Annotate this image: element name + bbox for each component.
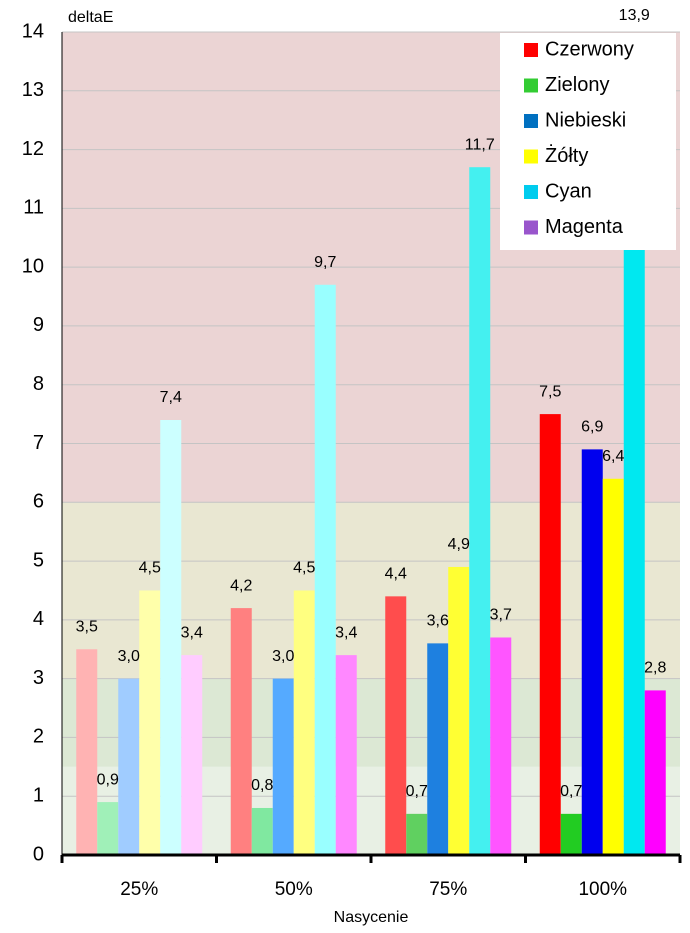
legend-swatch bbox=[524, 78, 538, 93]
data-label: 3,4 bbox=[181, 624, 203, 641]
y-tick-label: 4 bbox=[33, 608, 44, 630]
bar bbox=[490, 637, 512, 855]
y-tick-label: 12 bbox=[22, 138, 44, 160]
bar bbox=[118, 678, 140, 855]
y-tick-label: 13 bbox=[22, 79, 44, 101]
data-label: 4,5 bbox=[139, 560, 161, 577]
data-label: 4,2 bbox=[230, 577, 252, 594]
bar bbox=[76, 649, 98, 855]
legend-swatch bbox=[524, 220, 538, 235]
data-label: 3,0 bbox=[118, 648, 140, 665]
data-label: 0,9 bbox=[97, 771, 119, 788]
y-tick-label: 9 bbox=[33, 314, 44, 336]
y-tick-label: 2 bbox=[33, 726, 44, 748]
data-label: 7,4 bbox=[160, 389, 182, 406]
data-label: 7,5 bbox=[539, 383, 561, 400]
data-label: 6,4 bbox=[602, 448, 624, 465]
y-tick-label: 1 bbox=[33, 784, 44, 806]
bar bbox=[272, 678, 294, 855]
bar bbox=[181, 655, 203, 855]
bar bbox=[581, 449, 603, 855]
bar bbox=[160, 419, 182, 855]
data-label: 6,9 bbox=[581, 419, 603, 436]
bar bbox=[314, 284, 336, 855]
x-tick-label: 50% bbox=[275, 879, 313, 900]
y-tick-label: 14 bbox=[22, 20, 44, 42]
bar bbox=[469, 167, 491, 855]
bar bbox=[97, 802, 119, 855]
x-tick-label: 100% bbox=[578, 879, 627, 900]
y-tick-label: 8 bbox=[33, 373, 44, 395]
bar bbox=[139, 590, 161, 855]
legend-swatch bbox=[524, 185, 538, 199]
data-label: 4,5 bbox=[293, 560, 315, 577]
x-tick-label: 75% bbox=[429, 879, 467, 900]
data-label: 3,4 bbox=[335, 624, 357, 641]
y-tick-label: 0 bbox=[33, 843, 44, 865]
data-label: 9,7 bbox=[314, 254, 336, 271]
bar bbox=[448, 566, 470, 855]
bar bbox=[602, 478, 624, 855]
bar bbox=[406, 813, 428, 855]
legend-box bbox=[500, 33, 676, 250]
data-label: 3,0 bbox=[272, 648, 294, 665]
y-tick-label: 5 bbox=[33, 549, 44, 571]
bar bbox=[385, 596, 407, 855]
data-label: 0,7 bbox=[560, 783, 582, 800]
data-label: 2,8 bbox=[644, 660, 666, 677]
x-axis-label: Nasycenie bbox=[334, 909, 409, 926]
data-label: 3,6 bbox=[427, 613, 449, 630]
legend-label: Czerwony bbox=[545, 38, 634, 60]
bar bbox=[335, 655, 357, 855]
data-label: 3,7 bbox=[490, 607, 512, 624]
data-label: 13,9 bbox=[619, 7, 650, 24]
bar bbox=[293, 590, 315, 855]
legend-swatch bbox=[524, 114, 538, 128]
bar bbox=[560, 813, 582, 855]
bar bbox=[251, 807, 273, 855]
data-label: 0,7 bbox=[406, 783, 428, 800]
y-axis-label: deltaE bbox=[68, 9, 113, 26]
legend-swatch bbox=[524, 149, 538, 164]
legend-label: Magenta bbox=[545, 216, 624, 238]
x-tick-label: 25% bbox=[120, 879, 158, 900]
data-label: 0,8 bbox=[251, 777, 273, 794]
data-label: 3,5 bbox=[76, 618, 98, 635]
y-tick-label: 6 bbox=[33, 491, 44, 513]
y-tick-label: 7 bbox=[33, 432, 44, 454]
data-label: 4,9 bbox=[448, 536, 470, 553]
legend-swatch bbox=[524, 43, 538, 57]
legend-label: Niebieski bbox=[545, 109, 626, 131]
bar bbox=[230, 608, 252, 855]
legend-label: Żółty bbox=[545, 144, 588, 167]
y-tick-label: 11 bbox=[23, 197, 44, 219]
data-label: 11,7 bbox=[465, 136, 495, 153]
legend-label: Zielony bbox=[545, 74, 609, 96]
bar bbox=[427, 643, 449, 855]
y-tick-label: 3 bbox=[33, 667, 44, 689]
bar bbox=[644, 690, 666, 855]
data-label: 4,4 bbox=[385, 566, 407, 583]
bar bbox=[539, 414, 561, 855]
y-tick-label: 10 bbox=[22, 255, 44, 277]
legend-label: Cyan bbox=[545, 180, 592, 202]
